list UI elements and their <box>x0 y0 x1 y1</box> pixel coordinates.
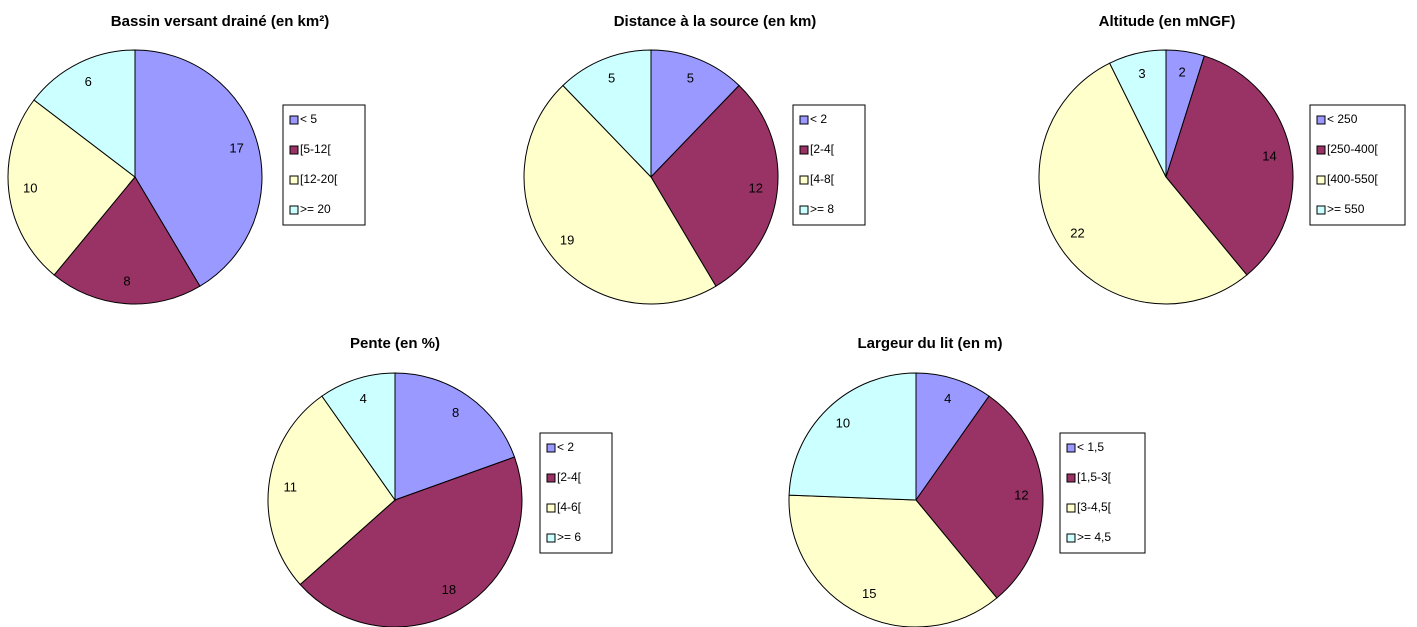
legend-swatch <box>1066 443 1076 453</box>
slice-label: 12 <box>1014 487 1028 502</box>
chart-title: Pente (en %) <box>350 335 440 352</box>
legend-box <box>282 104 366 226</box>
legend-swatch <box>546 503 556 513</box>
pie-slice <box>321 372 396 502</box>
slice-label: 5 <box>687 71 694 86</box>
legend-label: < 1,5 <box>1077 440 1104 454</box>
legend-swatch <box>799 205 809 215</box>
pie-slice <box>650 49 740 179</box>
legend-label: [2-4[ <box>810 142 835 156</box>
legend-label: < 5 <box>300 112 317 126</box>
legend-swatch <box>1066 473 1076 483</box>
legend-label: [4-8[ <box>810 172 835 186</box>
legend-label: [5-12[ <box>300 142 331 156</box>
slice-label: 11 <box>284 479 298 494</box>
slice-label: 19 <box>560 232 574 247</box>
pie-slice <box>1038 62 1248 305</box>
pie-slice <box>33 49 136 179</box>
legend-swatch <box>546 533 556 543</box>
legend-label: [1,5-3[ <box>1077 470 1112 484</box>
legend-swatch <box>799 175 809 185</box>
pie-slice <box>299 456 523 627</box>
legend-swatch <box>1066 503 1076 513</box>
legend-box <box>792 104 866 226</box>
legend-swatch <box>1316 175 1326 185</box>
pie-slice <box>53 176 201 305</box>
legend-label: [12-20[ <box>300 172 338 186</box>
legend-swatch <box>289 145 299 155</box>
legend-label: [4-6[ <box>557 500 582 514</box>
legend-box <box>1309 104 1406 226</box>
slice-label: 10 <box>23 181 37 196</box>
legend-label: < 2 <box>810 112 827 126</box>
chart-title: Altitude (en mNGF) <box>1099 13 1236 30</box>
slice-label: 3 <box>1138 66 1145 81</box>
legend-label: [400-550[ <box>1327 172 1378 186</box>
legend-swatch <box>289 175 299 185</box>
chart-title: Bassin versant drainé (en km²) <box>111 13 329 30</box>
slice-label: 22 <box>1070 226 1084 241</box>
legend-swatch <box>1316 115 1326 125</box>
pie-slice <box>394 372 516 501</box>
legend-swatch <box>799 115 809 125</box>
slice-label: 4 <box>944 391 951 406</box>
slice-label: 2 <box>1178 64 1185 79</box>
slice-label: 15 <box>862 586 876 601</box>
legend-label: >= 20 <box>300 202 331 216</box>
slice-label: 4 <box>360 391 367 406</box>
slice-label: 17 <box>229 141 243 156</box>
legend-swatch <box>546 473 556 483</box>
pie-slice <box>915 395 1044 599</box>
legend-label: >= 8 <box>810 202 834 216</box>
slice-label: 10 <box>836 415 850 430</box>
slice-label: 5 <box>608 71 615 86</box>
legend-label: >= 4,5 <box>1077 530 1111 544</box>
legend-swatch <box>546 443 556 453</box>
legend-label: [250-400[ <box>1327 142 1378 156</box>
pie-slice <box>788 372 917 501</box>
pie-slice <box>267 395 396 586</box>
pie-slice <box>7 99 136 276</box>
pie-slice <box>788 494 998 627</box>
legend-label: < 2 <box>557 440 574 454</box>
pie-slice <box>523 84 717 305</box>
legend-swatch <box>289 205 299 215</box>
slice-label: 14 <box>1262 148 1276 163</box>
slice-label: 12 <box>748 181 762 196</box>
pie-slice <box>134 49 263 287</box>
legend-label: [3-4,5[ <box>1077 500 1112 514</box>
slice-label: 18 <box>442 582 456 597</box>
legend-label: >= 550 <box>1327 202 1365 216</box>
legend-box <box>539 432 613 554</box>
slice-label: 8 <box>452 405 459 420</box>
legend-swatch <box>1316 205 1326 215</box>
legend-swatch <box>289 115 299 125</box>
pie-slice <box>650 84 779 287</box>
pie-slice <box>915 372 990 502</box>
legend-swatch <box>799 145 809 155</box>
pie-slice <box>1108 49 1167 178</box>
chart-title: Distance à la source (en km) <box>614 13 817 30</box>
legend-label: >= 6 <box>557 530 581 544</box>
chart-title: Largeur du lit (en m) <box>857 335 1002 352</box>
slice-label: 8 <box>123 274 130 289</box>
pie-slice <box>1165 55 1294 276</box>
pie-slice <box>562 49 652 179</box>
legend-swatch <box>1066 533 1076 543</box>
legend-box <box>1059 432 1146 554</box>
legend-swatch <box>1316 145 1326 155</box>
slice-label: 6 <box>85 74 92 89</box>
legend-label: [2-4[ <box>557 470 582 484</box>
legend-label: < 250 <box>1327 112 1358 126</box>
